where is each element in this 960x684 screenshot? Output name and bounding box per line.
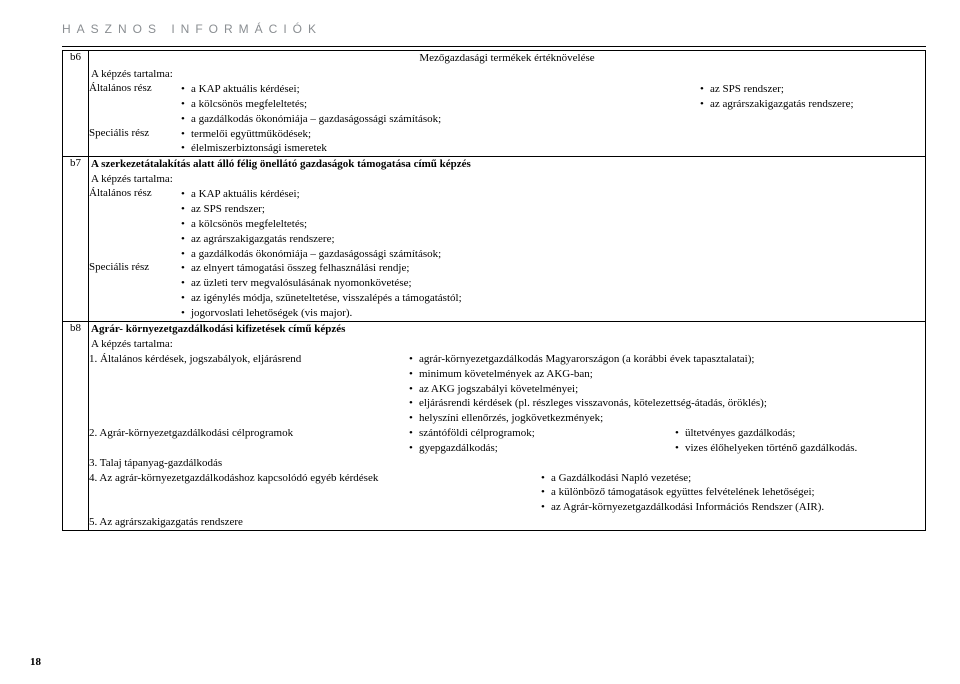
page-number: 18 <box>30 656 41 668</box>
list-item: az SPS rendszer; <box>700 82 925 97</box>
row-body: Agrár- környezetgazdálkodási kifizetések… <box>89 321 926 530</box>
general-list-left: a KAP aktuális kérdései; a kölcsönös meg… <box>181 82 700 127</box>
list-item: az AKG jogszabályi követelményei; <box>409 382 925 397</box>
list-item: az igénylés módja, szüneteltetése, vissz… <box>181 291 925 306</box>
special-list: az elnyert támogatási összeg felhasználá… <box>181 261 925 320</box>
row-code: b7 <box>63 157 89 322</box>
main-table: b6 Mezőgazdasági termékek értéknövelése … <box>62 50 926 531</box>
list-item: élelmiszerbiztonsági ismeretek <box>181 141 925 156</box>
list-item: agrár-környezetgazdálkodás Magyarországo… <box>409 352 925 367</box>
numbered-label: 3. Talaj tápanyag-gazdálkodás <box>89 456 409 471</box>
page-header: HASZNOS INFORMÁCIÓK <box>62 22 926 36</box>
numbered-label: 4. Az agrár-környezetgazdálkodáshoz kapc… <box>89 471 471 486</box>
list-item: az SPS rendszer; <box>181 202 925 217</box>
list-item: termelői együttműködések; <box>181 127 925 142</box>
line4-list: a Gazdálkodási Napló vezetése; a különbö… <box>541 471 925 516</box>
table-row: b8 Agrár- környezetgazdálkodási kifizeté… <box>63 321 926 530</box>
list-item: a Gazdálkodási Napló vezetése; <box>541 471 925 486</box>
list-item: a kölcsönös megfeleltetés; <box>181 97 700 112</box>
table-row: b7 A szerkezetátalakítás alatt álló féli… <box>63 157 926 322</box>
row-code: b6 <box>63 51 89 157</box>
section-label: A képzés tartalma: <box>91 68 925 80</box>
list-item: a KAP aktuális kérdései; <box>181 187 925 202</box>
left-label-general: Általános rész <box>89 82 181 127</box>
list-item: az agrárszakigazgatás rendszere; <box>700 97 925 112</box>
list-item: ültetvényes gazdálkodás; <box>675 426 925 441</box>
section-label: A képzés tartalma: <box>91 173 925 185</box>
block-heading: A szerkezetátalakítás alatt álló félig ö… <box>91 158 925 170</box>
list-item: vizes élőhelyeken történő gazdálkodás. <box>675 441 925 456</box>
list-item: az agrárszakigazgatás rendszere; <box>181 232 925 247</box>
list-item: eljárásrendi kérdések (pl. részleges vis… <box>409 396 925 411</box>
special-list: termelői együttműködések; élelmiszerbizt… <box>181 127 925 157</box>
list-item: az Agrár-környezetgazdálkodási Informáci… <box>541 500 925 515</box>
row-body: Mezőgazdasági termékek értéknövelése A k… <box>89 51 926 157</box>
line1-list: agrár-környezetgazdálkodás Magyarországo… <box>409 352 925 426</box>
list-item: az elnyert támogatási összeg felhasználá… <box>181 261 925 276</box>
numbered-label: 2. Agrár-környezetgazdálkodási célprogra… <box>89 426 409 441</box>
list-item: gyepgazdálkodás; <box>409 441 675 456</box>
list-item: a gazdálkodás ökonómiája – gazdaságosság… <box>181 247 925 262</box>
list-item: a kölcsönös megfeleltetés; <box>181 217 925 232</box>
list-item: szántóföldi célprogramok; <box>409 426 675 441</box>
list-item: az üzleti terv megvalósulásának nyomonkö… <box>181 276 925 291</box>
list-item: a KAP aktuális kérdései; <box>181 82 700 97</box>
list-item: a gazdálkodás ökonómiája – gazdaságosság… <box>181 112 700 127</box>
list-item: a különböző támogatások együttes felvéte… <box>541 485 925 500</box>
general-list-right: az SPS rendszer; az agrárszakigazgatás r… <box>700 82 925 112</box>
left-label-special: Speciális rész <box>89 127 181 157</box>
left-label-general: Általános rész <box>89 187 181 261</box>
row-body: A szerkezetátalakítás alatt álló félig ö… <box>89 157 926 322</box>
line2-left-list: szántóföldi célprogramok; gyepgazdálkodá… <box>409 426 675 456</box>
table-row: b6 Mezőgazdasági termékek értéknövelése … <box>63 51 926 157</box>
line2-right-list: ültetvényes gazdálkodás; vizes élőhelyek… <box>675 426 925 456</box>
section-label: A képzés tartalma: <box>91 338 925 350</box>
list-item: helyszíni ellenőrzés, jogkövetkezmények; <box>409 411 925 426</box>
numbered-label: 1. Általános kérdések, jogszabályok, elj… <box>89 352 409 367</box>
numbered-label: 5. Az agrárszakigazgatás rendszere <box>89 515 409 530</box>
top-rule <box>62 46 926 47</box>
block-heading: Agrár- környezetgazdálkodási kifizetések… <box>91 323 925 335</box>
left-label-special: Speciális rész <box>89 261 181 320</box>
list-item: minimum követelmények az AKG-ban; <box>409 367 925 382</box>
block-title: Mezőgazdasági termékek értéknövelése <box>89 52 925 64</box>
list-item: jogorvoslati lehetőségek (vis major). <box>181 306 925 321</box>
row-code: b8 <box>63 321 89 530</box>
general-list: a KAP aktuális kérdései; az SPS rendszer… <box>181 187 925 261</box>
